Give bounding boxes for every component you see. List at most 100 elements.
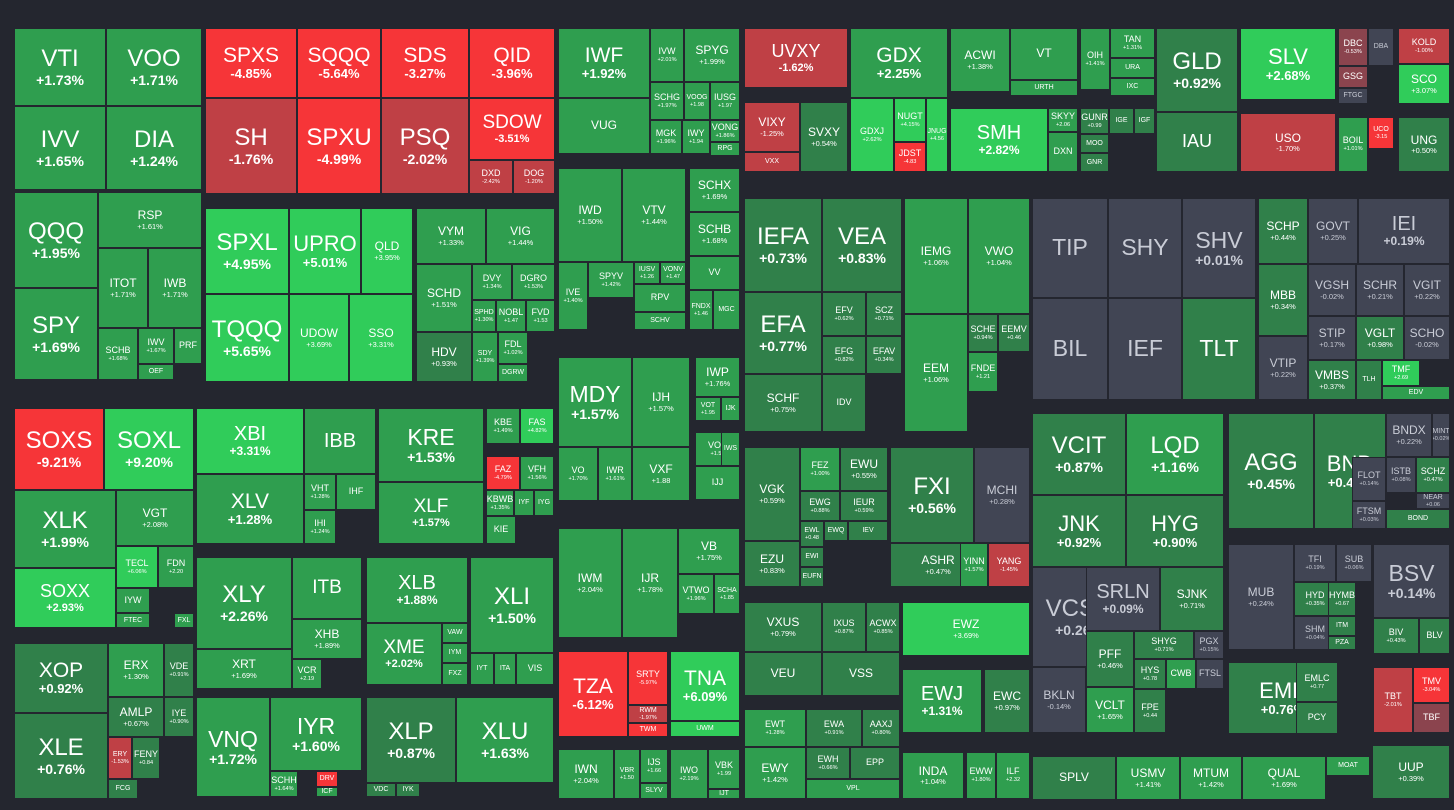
tile-dgrw[interactable]: DGRW <box>498 364 528 382</box>
tile-ijt[interactable]: IJT <box>708 789 740 799</box>
tile-vtv[interactable]: VTV +1.44% <box>622 168 686 262</box>
tile-vig[interactable]: VIG +1.44% <box>486 208 555 264</box>
tile-vo[interactable]: VO +1.70% <box>558 447 598 501</box>
tile-oef[interactable]: OEF <box>138 364 174 380</box>
tile-jnk[interactable]: JNK +0.92% <box>1032 495 1126 567</box>
tile-ijh[interactable]: IJH +1.57% <box>632 357 690 447</box>
tile-moat[interactable]: MOAT <box>1326 756 1370 776</box>
tile-gsg[interactable]: GSG <box>1338 66 1368 88</box>
tile-vtip[interactable]: VTIP +0.22% <box>1258 336 1308 400</box>
tile-bsv[interactable]: BSV +0.14% <box>1373 544 1450 618</box>
tile-uwm[interactable]: UWM <box>670 721 740 737</box>
tile-schv[interactable]: SCHV <box>634 312 686 330</box>
tile-kie[interactable]: KIE <box>486 516 516 544</box>
tile-jnug[interactable]: JNUG +4.56 <box>926 98 948 172</box>
tile-vde[interactable]: VDE +0.91% <box>164 643 194 697</box>
tile-vbk[interactable]: VBK +1.99 <box>708 749 740 789</box>
tile-ftsl[interactable]: FTSL <box>1196 659 1224 689</box>
tile-dvy[interactable]: DVY +1.34% <box>472 264 512 300</box>
tile-xrt[interactable]: XRT +1.69% <box>196 649 292 689</box>
tile-xlu[interactable]: XLU +1.63% <box>456 697 554 783</box>
tile-istb[interactable]: ISTB +0.08% <box>1386 457 1416 493</box>
tile-vot[interactable]: VOT +1.95 <box>695 397 721 421</box>
tile-schf[interactable]: SCHF +0.75% <box>744 374 822 432</box>
tile-sco[interactable]: SCO +3.07% <box>1398 64 1450 104</box>
tile-tan[interactable]: TAN +1.31% <box>1110 28 1155 58</box>
tile-vmbs[interactable]: VMBS +0.37% <box>1308 360 1356 400</box>
tile-qual[interactable]: QUAL +1.69% <box>1242 756 1326 800</box>
tile-pff[interactable]: PFF +0.46% <box>1086 631 1134 687</box>
tile-kold[interactable]: KOLD -1.00% <box>1398 28 1450 64</box>
tile-schg[interactable]: SCHG +1.97% <box>650 82 684 120</box>
tile-fvd[interactable]: FVD +1.53 <box>526 300 555 332</box>
tile-eww[interactable]: EWW +1.80% <box>966 752 996 799</box>
tile-hys[interactable]: HYS +0.78 <box>1134 659 1166 689</box>
tile-edv[interactable]: EDV <box>1382 386 1450 400</box>
tile-yinn[interactable]: YINN +1.57% <box>960 543 988 587</box>
tile-sphd[interactable]: SPHD +1.30% <box>472 300 496 332</box>
tile-fndx[interactable]: FNDX +1.46 <box>689 290 713 330</box>
tile-fpe[interactable]: FPE +0.44 <box>1134 689 1166 733</box>
tile-hymb[interactable]: HYMB +0.67 <box>1328 582 1356 616</box>
tile-erx[interactable]: ERX +1.30% <box>108 643 164 697</box>
tile-inda[interactable]: INDA +1.04% <box>902 752 964 799</box>
tile-vgk[interactable]: VGK +0.59% <box>744 447 800 541</box>
tile-xli[interactable]: XLI +1.50% <box>470 557 554 653</box>
tile-xlk[interactable]: XLK +1.99% <box>14 490 116 568</box>
tile-ewu[interactable]: EWU +0.55% <box>840 447 888 491</box>
tile-urth[interactable]: URTH <box>1010 80 1078 96</box>
tile-ewz[interactable]: EWZ +3.69% <box>902 602 1030 656</box>
tile-iwn[interactable]: IWN +2.04% <box>558 749 614 799</box>
tile-qqq[interactable]: QQQ +1.95% <box>14 192 98 288</box>
tile-epp[interactable]: EPP <box>850 747 900 779</box>
tile-dia[interactable]: DIA +1.24% <box>106 106 202 190</box>
tile-dog[interactable]: DOG -1.20% <box>513 160 555 194</box>
tile-ung[interactable]: UNG +0.50% <box>1398 117 1450 172</box>
tile-blv[interactable]: BLV <box>1419 618 1450 654</box>
tile-vtwo[interactable]: VTWO +1.96% <box>678 574 714 614</box>
tile-mdy[interactable]: MDY +1.57% <box>558 357 632 447</box>
tile-nugt[interactable]: NUGT +4.15% <box>894 98 926 142</box>
tile-sdow[interactable]: SDOW -3.51% <box>469 98 555 160</box>
tile-ewa[interactable]: EWA +0.91% <box>806 709 862 747</box>
tile-spy[interactable]: SPY +1.69% <box>14 288 98 380</box>
tile-vbr[interactable]: VBR +1.50 <box>614 749 640 799</box>
tile-iei[interactable]: IEI +0.19% <box>1358 198 1450 264</box>
tile-sub[interactable]: SUB +0.06% <box>1336 544 1372 582</box>
tile-ilf[interactable]: ILF +2.32 <box>996 752 1030 799</box>
tile-vonv[interactable]: VONV +1.47 <box>660 262 686 284</box>
tile-spxu[interactable]: SPXU -4.99% <box>297 98 381 194</box>
tile-usmv[interactable]: USMV +1.41% <box>1116 756 1180 800</box>
tile-vpl[interactable]: VPL <box>806 779 900 799</box>
tile-mchi[interactable]: MCHI +0.28% <box>974 447 1030 543</box>
tile-ijs[interactable]: IJS +1.66 <box>640 749 668 783</box>
tile-ixc[interactable]: IXC <box>1110 78 1155 96</box>
tile-fdl[interactable]: FDL +1.02% <box>498 332 528 364</box>
tile-gunr[interactable]: GUNR +0.99 <box>1080 108 1109 134</box>
tile-vti[interactable]: VTI +1.73% <box>14 28 106 106</box>
tile-xle[interactable]: XLE +0.76% <box>14 713 108 799</box>
tile-splv[interactable]: SPLV <box>1032 756 1116 800</box>
tile-slyv[interactable]: SLYV <box>640 783 668 799</box>
tile-ief[interactable]: IEF <box>1108 298 1182 400</box>
tile-iwp[interactable]: IWP +1.76% <box>695 357 740 397</box>
tile-upro[interactable]: UPRO +5.01% <box>289 208 361 294</box>
tile-sh[interactable]: SH -1.76% <box>205 98 297 194</box>
tile-iwf[interactable]: IWF +1.92% <box>558 28 650 98</box>
tile-sdy[interactable]: SDY +1.39% <box>472 332 498 382</box>
tile-uvxy[interactable]: UVXY -1.62% <box>744 28 848 88</box>
tile-xbi[interactable]: XBI +3.31% <box>196 408 304 474</box>
tile-ewc[interactable]: EWC +0.97% <box>984 669 1030 733</box>
tile-tqqq[interactable]: TQQQ +5.65% <box>205 294 289 382</box>
tile-vt[interactable]: VT <box>1010 28 1078 80</box>
tile-tza[interactable]: TZA -6.12% <box>558 651 628 737</box>
tile-pza[interactable]: PZA <box>1328 636 1356 650</box>
tile-iyr[interactable]: IYR +1.60% <box>270 697 362 771</box>
tile-xlf[interactable]: XLF +1.57% <box>378 482 484 544</box>
tile-rpv[interactable]: RPV <box>634 284 686 312</box>
tile-iyf[interactable]: IYF <box>514 490 534 516</box>
tile-vea[interactable]: VEA +0.83% <box>822 198 902 292</box>
tile-xme[interactable]: XME +2.02% <box>366 623 442 685</box>
tile-ftec[interactable]: FTEC <box>116 613 150 628</box>
tile-ijj[interactable]: IJJ <box>695 466 740 500</box>
